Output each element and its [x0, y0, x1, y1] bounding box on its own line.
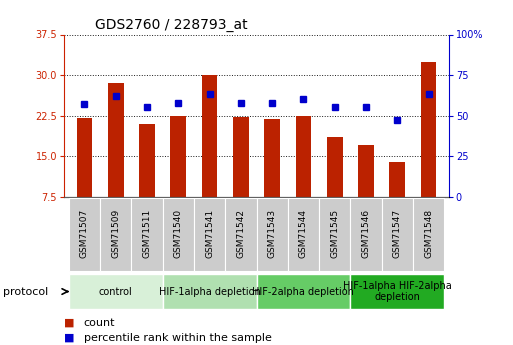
Bar	[233, 117, 249, 197]
Text: GSM71546: GSM71546	[362, 208, 370, 258]
Bar	[139, 124, 155, 197]
Text: GSM71542: GSM71542	[236, 209, 245, 258]
Text: GSM71547: GSM71547	[393, 208, 402, 258]
Text: GSM71548: GSM71548	[424, 208, 433, 258]
Text: GSM71540: GSM71540	[174, 208, 183, 258]
Text: control: control	[99, 287, 133, 296]
Bar	[319, 198, 350, 271]
Bar	[69, 274, 163, 308]
Bar	[194, 198, 225, 271]
Bar	[76, 118, 92, 197]
Bar	[108, 83, 124, 197]
Text: GSM71507: GSM71507	[80, 208, 89, 258]
Bar	[69, 198, 100, 271]
Text: GSM71511: GSM71511	[143, 208, 151, 258]
Bar	[382, 198, 413, 271]
Bar	[350, 198, 382, 271]
Bar	[413, 198, 444, 271]
Text: GDS2760 / 228793_at: GDS2760 / 228793_at	[95, 18, 248, 32]
Text: GSM71543: GSM71543	[268, 208, 277, 258]
Text: protocol: protocol	[3, 287, 48, 296]
Bar	[163, 274, 256, 308]
Text: GSM71545: GSM71545	[330, 208, 339, 258]
Bar	[170, 116, 186, 197]
Text: HIF-1alpha HIF-2alpha
depletion: HIF-1alpha HIF-2alpha depletion	[343, 281, 451, 302]
Bar	[202, 75, 218, 197]
Bar	[288, 198, 319, 271]
Bar	[131, 198, 163, 271]
Text: ■: ■	[64, 318, 74, 327]
Text: HIF-2alpha depletion: HIF-2alpha depletion	[252, 287, 354, 296]
Bar	[264, 119, 280, 197]
Bar	[100, 198, 131, 271]
Bar	[389, 161, 405, 197]
Text: GSM71509: GSM71509	[111, 208, 120, 258]
Bar	[421, 61, 437, 197]
Text: HIF-1alpha depletion: HIF-1alpha depletion	[159, 287, 261, 296]
Bar	[256, 274, 350, 308]
Bar	[295, 116, 311, 197]
Text: ■: ■	[64, 333, 74, 343]
Text: GSM71541: GSM71541	[205, 208, 214, 258]
Bar	[350, 274, 444, 308]
Text: percentile rank within the sample: percentile rank within the sample	[84, 333, 271, 343]
Bar	[163, 198, 194, 271]
Text: count: count	[84, 318, 115, 327]
Bar	[358, 145, 374, 197]
Bar	[225, 198, 256, 271]
Bar	[327, 137, 343, 197]
Bar	[256, 198, 288, 271]
Text: GSM71544: GSM71544	[299, 209, 308, 258]
